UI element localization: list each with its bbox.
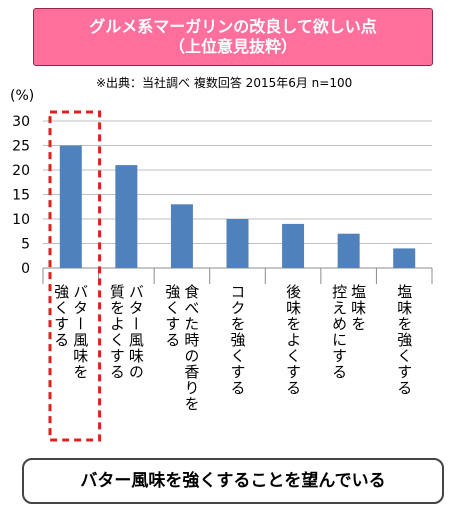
y-tick-label: 30	[12, 114, 30, 130]
y-axis-label: (%)	[10, 88, 35, 104]
conclusion-text: バター風味を強くすることを望んでいる	[80, 471, 386, 491]
bar	[170, 204, 193, 268]
y-tick-label: 0	[21, 261, 30, 277]
bar	[59, 145, 82, 268]
chart-title-line2: （上位意見抜粋）	[168, 37, 297, 56]
x-tick-label: 質をよくする	[108, 283, 126, 380]
y-tick-label: 20	[12, 163, 30, 179]
y-tick-label: 15	[12, 188, 30, 204]
conclusion-box: バター風味を強くすることを望んでいる	[22, 458, 444, 504]
y-tick-label: 10	[12, 212, 30, 228]
x-tick-label: 強くする	[52, 284, 70, 348]
chart-title-box: グルメ系マーガリンの改良して欲しい点 （上位意見抜粋）	[33, 8, 433, 66]
x-tick-label: 強くする	[163, 284, 181, 348]
x-tick-label: バター風味の	[127, 284, 145, 380]
bar	[337, 233, 360, 268]
bar	[115, 165, 138, 268]
x-tick-label: 後味をよくする	[284, 284, 302, 396]
x-tick-label: 塩味を	[349, 284, 367, 332]
x-tick-label: コクを強くする	[229, 284, 247, 396]
bar	[393, 248, 416, 268]
y-tick-label: 25	[12, 139, 30, 155]
x-tick-label: バター風味を	[71, 284, 89, 380]
chart-title-line1: グルメ系マーガリンの改良して欲しい点	[89, 17, 377, 36]
bar	[282, 223, 305, 268]
x-tick-label: 控えめにする	[330, 284, 348, 380]
source-note: ※出典：当社調べ 複数回答 2015年6月 n=100	[96, 76, 353, 90]
bar	[226, 219, 249, 268]
highlight-frame	[48, 110, 102, 442]
x-tick-label: 食べた時の香りを	[182, 284, 200, 412]
x-tick-label: 塩味を強くする	[395, 284, 413, 396]
y-tick-label: 5	[21, 237, 30, 253]
